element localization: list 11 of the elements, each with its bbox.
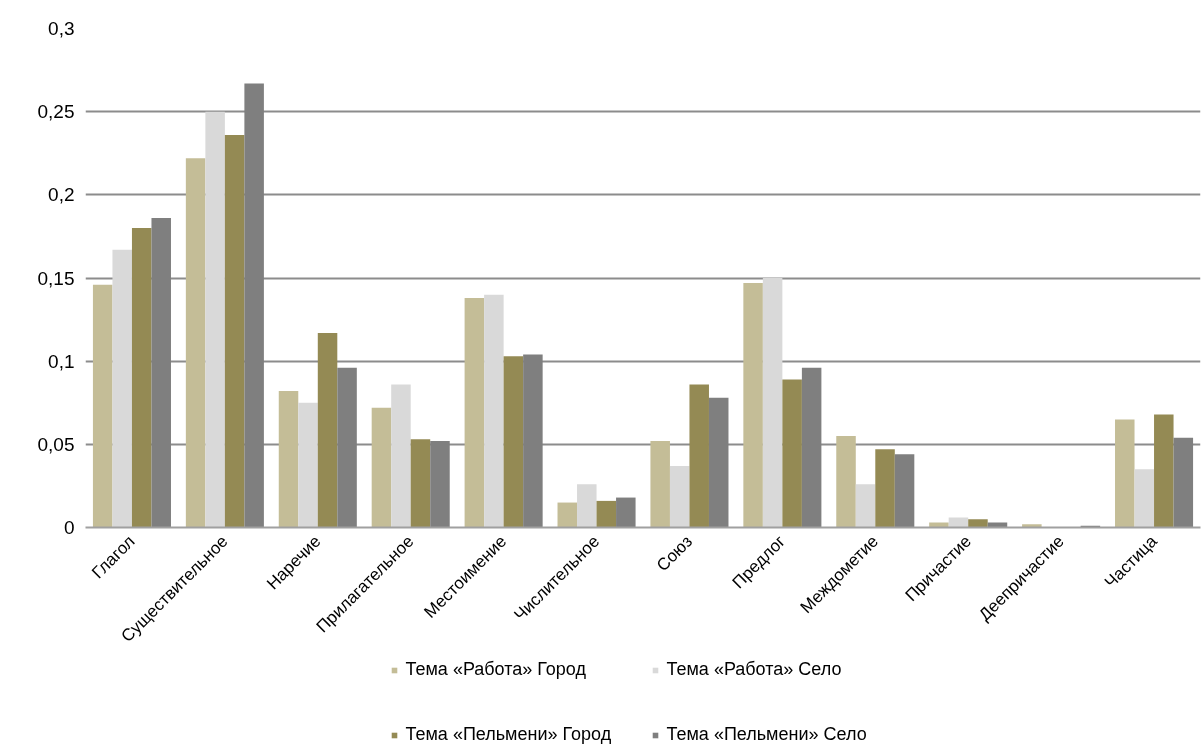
y-tick-label: 0,05 bbox=[37, 433, 75, 455]
legend-label: Тема «Работа» Город bbox=[405, 659, 587, 680]
y-tick-label: 0,2 bbox=[48, 184, 75, 206]
legend-label: Тема «Работа» Село bbox=[666, 659, 843, 680]
y-tick-label: 0,3 bbox=[48, 18, 75, 39]
y-tick-label: 0,25 bbox=[37, 101, 75, 123]
legend-label: Тема «Пельмени» Город bbox=[405, 724, 613, 745]
y-tick-label: 0,1 bbox=[48, 350, 75, 372]
legend-label: Тема «Пельмени» Село bbox=[666, 724, 868, 745]
y-tick-label: 0 bbox=[63, 517, 75, 538]
y-tick-label: 0,15 bbox=[37, 267, 75, 289]
